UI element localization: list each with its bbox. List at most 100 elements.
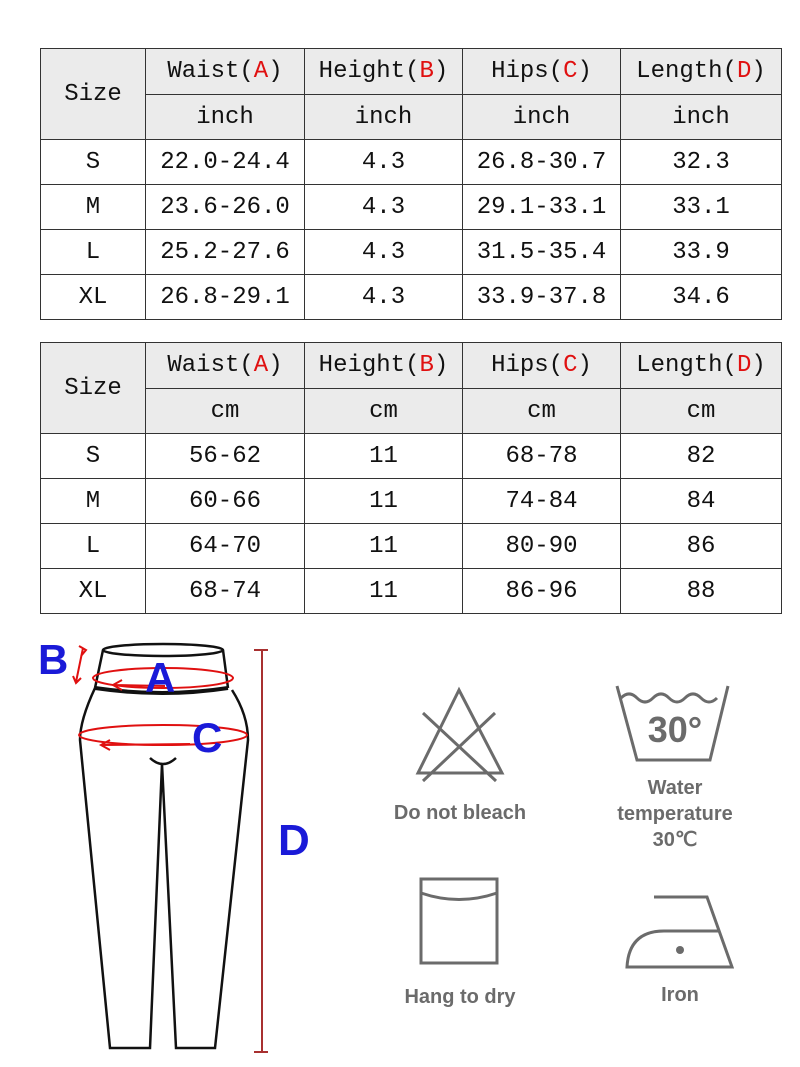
value-cell: 31.5-35.4 [462,229,621,275]
column-header: Hips(C) [462,342,621,389]
value-cell: 4.3 [304,274,463,320]
unit-cell: cm [620,388,782,434]
length-line [254,649,268,1053]
value-cell: 4.3 [304,184,463,230]
value-cell: 33.1 [620,184,782,230]
label-d: D [278,816,310,865]
value-cell: 56-62 [145,433,305,479]
header-row: Size Waist(A) Height(B) Hips(C) Length(D) [40,342,782,434]
table-row: XL 68-74 11 86-96 88 [40,568,782,614]
size-cell: M [40,478,146,524]
value-cell: 86-96 [462,568,621,614]
size-cell: XL [40,274,146,320]
pants-diagram [72,642,268,1053]
size-cell: M [40,184,146,230]
size-header: Size [40,48,146,140]
value-cell: 4.3 [304,229,463,275]
value-cell: 11 [304,433,463,479]
value-cell: 22.0-24.4 [145,139,305,185]
column-letter: A [253,352,269,379]
wash-line-1: Water [647,777,703,799]
label-a: A [145,654,176,701]
table-row: L 25.2-27.6 4.3 31.5-35.4 33.9 [40,229,782,275]
wash-temp-icon-text: 30° [647,709,703,750]
size-cell: XL [40,568,146,614]
table-row: L 64-70 11 80-90 86 [40,523,782,569]
value-cell: 11 [304,568,463,614]
value-cell: 82 [620,433,782,479]
unit-row: inch inch inch inch [41,94,782,140]
unit-cell: inch [620,94,782,140]
value-cell: 25.2-27.6 [145,229,305,275]
value-cell: 84 [620,478,782,524]
value-cell: 26.8-30.7 [462,139,621,185]
column-name: Length [636,352,723,379]
column-letter: C [563,352,578,379]
hang-dry-label: Hang to dry [404,986,516,1008]
table-row: XL 26.8-29.1 4.3 33.9-37.8 34.6 [40,274,782,320]
value-cell: 86 [620,523,782,569]
value-cell: 11 [304,523,463,569]
column-letter: D [737,58,752,85]
value-cell: 68-74 [145,568,305,614]
column-name: Height [318,58,406,85]
value-cell: 4.3 [304,139,463,185]
hang-dry-icon [419,877,499,965]
iron-label: Iron [661,984,699,1006]
size-table-inch: Size Waist(A) Height(B) Hips(C) Length(D) inc… [40,48,782,320]
column-header: Hips(C) [462,48,621,95]
value-cell: 29.1-33.1 [462,184,621,230]
table-row: S 56-62 11 68-78 82 [40,433,782,479]
label-b: B [38,636,69,683]
column-header: Height(B) [304,342,463,389]
column-name: Waist [167,58,240,85]
table-row: M 23.6-26.0 4.3 29.1-33.1 33.1 [40,184,782,230]
column-header: Waist(A) [145,48,305,95]
size-cell: S [40,433,146,479]
label-c: C [192,714,223,761]
column-letter: A [253,58,269,85]
value-cell: 11 [304,478,463,524]
unit-cell: cm [462,388,621,434]
unit-cell: inch [145,94,305,140]
iron-icon [625,895,734,969]
value-cell: 64-70 [145,523,305,569]
value-cell: 60-66 [145,478,305,524]
column-header: Length(D) [620,48,782,95]
column-name: Height [318,352,406,379]
size-header: Size [40,342,146,434]
unit-cell: cm [145,388,305,434]
size-cell: L [40,523,146,569]
value-cell: 33.9-37.8 [462,274,621,320]
size-cell: S [40,139,146,185]
unit-row: cm cm cm cm [41,388,782,434]
size-cell: L [40,229,146,275]
column-header: Waist(A) [145,342,305,389]
column-letter: B [419,58,434,85]
wash-temp-label: Water temperature 30℃ [595,775,755,853]
unit-cell: inch [304,94,463,140]
unit-cell: cm [304,388,463,434]
column-name: Hips [491,352,549,379]
column-name: Waist [167,352,240,379]
wash-30-icon [615,685,730,762]
column-letter: B [419,352,434,379]
column-letter: D [737,352,752,379]
unit-cell: inch [462,94,621,140]
table-row: M 60-66 11 74-84 84 [40,478,782,524]
column-header: Length(D) [620,342,782,389]
value-cell: 26.8-29.1 [145,274,305,320]
value-cell: 23.6-26.0 [145,184,305,230]
column-name: Length [636,58,723,85]
value-cell: 33.9 [620,229,782,275]
value-cell: 74-84 [462,478,621,524]
value-cell: 68-78 [462,433,621,479]
no-bleach-label: Do not bleach [393,802,527,824]
value-cell: 32.3 [620,139,782,185]
wash-line-3: 30℃ [652,829,698,851]
column-letter: C [563,58,578,85]
value-cell: 34.6 [620,274,782,320]
header-row: Size Waist(A) Height(B) Hips(C) Length(D) [40,48,782,140]
table-row: S 22.0-24.4 4.3 26.8-30.7 32.3 [40,139,782,185]
